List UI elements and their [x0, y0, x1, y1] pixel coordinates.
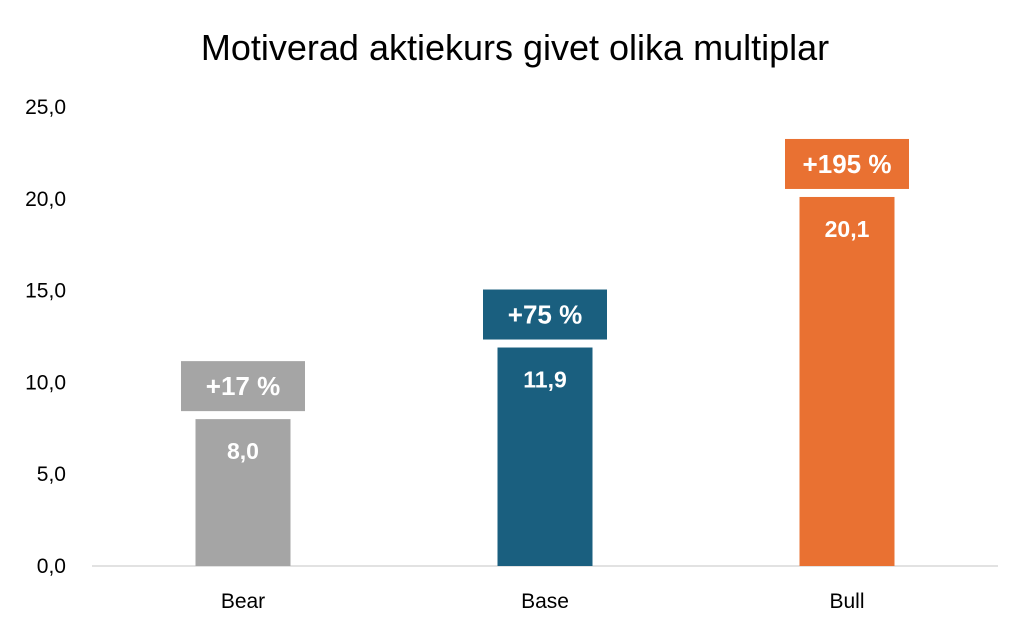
y-tick-label: 10,0 [25, 371, 66, 394]
upside-label: +17 % [206, 371, 280, 401]
y-tick-label: 5,0 [37, 463, 66, 486]
x-axis: Bear Base Bull [221, 590, 865, 613]
chart-title: Motiverad aktiekurs givet olika multipla… [201, 27, 829, 68]
upside-label: +195 % [803, 149, 892, 179]
bars: 8,0 +17 % 11,9 +75 % 20,1 +195 % [181, 138, 909, 567]
x-category-label: Bull [829, 590, 864, 613]
upside-box [785, 138, 909, 189]
upside-box [181, 361, 305, 412]
x-category-label: Bear [221, 590, 265, 613]
bar-bear [195, 419, 291, 566]
bar-base [497, 347, 593, 566]
upside-box [483, 289, 607, 340]
bar-bull [799, 196, 895, 567]
x-category-label: Base [521, 590, 569, 613]
y-tick-label: 20,0 [25, 188, 66, 211]
y-axis: 0,0 5,0 10,0 15,0 20,0 25,0 [25, 96, 66, 578]
upside-label: +75 % [508, 300, 582, 330]
bar-value-label: 20,1 [825, 216, 870, 242]
y-tick-label: 25,0 [25, 96, 66, 119]
y-tick-label: 0,0 [37, 555, 66, 578]
y-tick-label: 15,0 [25, 280, 66, 303]
bar-value-label: 8,0 [227, 438, 259, 464]
bar-value-label: 11,9 [523, 367, 567, 393]
